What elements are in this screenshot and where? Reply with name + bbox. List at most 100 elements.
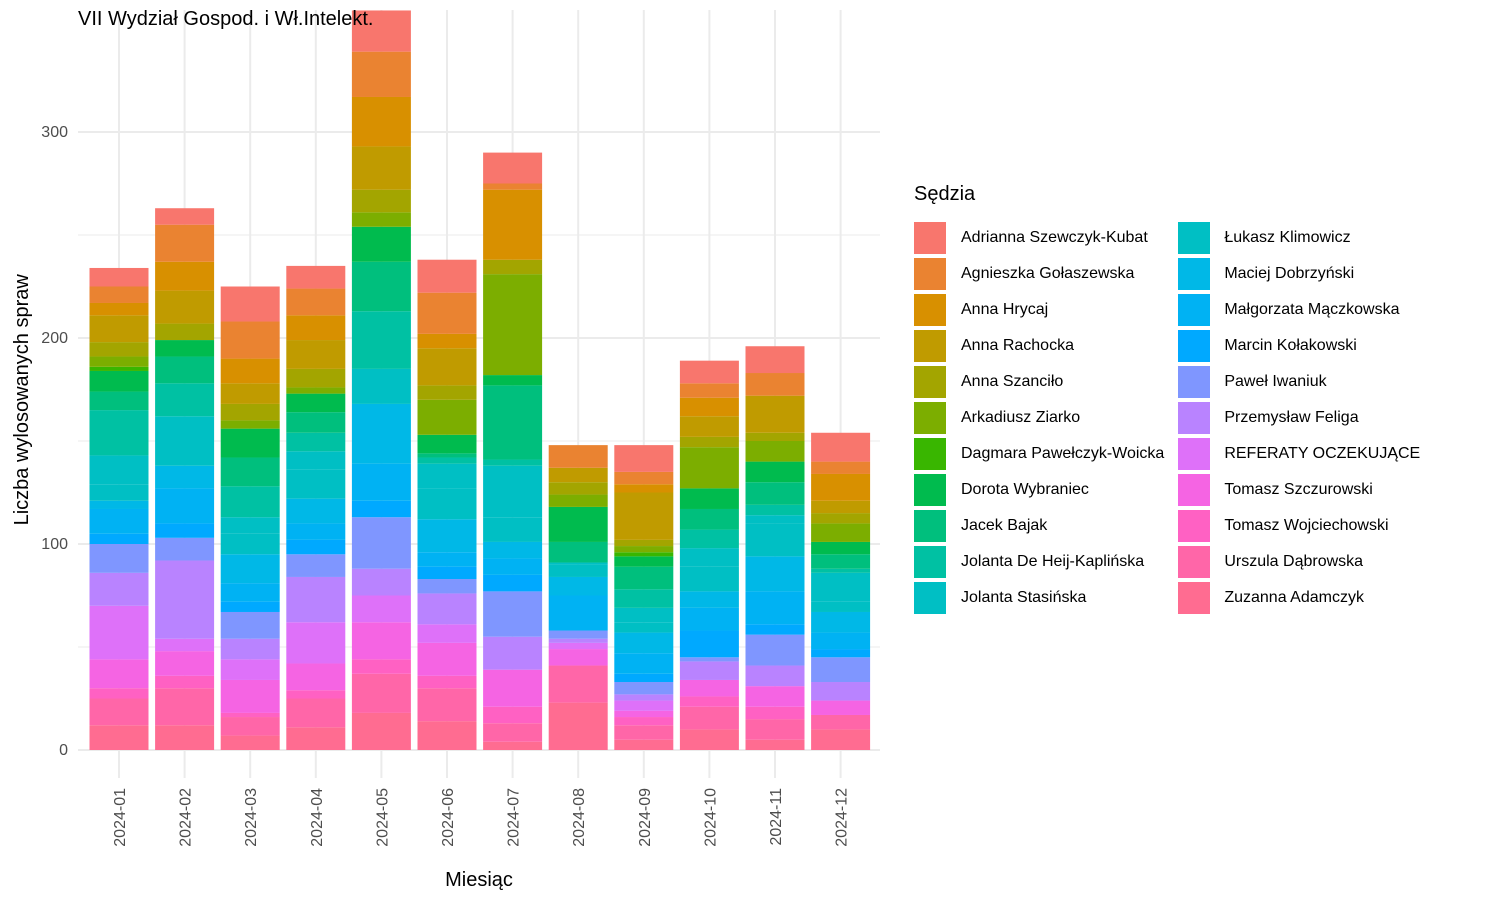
x-tick-label: 2024-02 bbox=[178, 788, 195, 847]
bar-segment bbox=[351, 595, 411, 623]
bar-segment bbox=[286, 432, 346, 452]
bar-segment bbox=[155, 356, 215, 384]
bar-segment bbox=[614, 471, 674, 485]
bar-segment bbox=[89, 572, 149, 606]
bar-segment bbox=[155, 290, 215, 324]
x-tick-label: 2024-08 bbox=[571, 788, 588, 847]
bar-segment bbox=[89, 544, 149, 573]
legend-key bbox=[1178, 582, 1211, 614]
bar-segment bbox=[614, 694, 674, 701]
bar-segment bbox=[548, 467, 608, 483]
bar-segment bbox=[811, 500, 871, 514]
legend-label: Małgorzata Mączkowska bbox=[1224, 301, 1400, 318]
bar-segment bbox=[548, 494, 608, 507]
bar-segment bbox=[286, 498, 346, 524]
bar-segment bbox=[220, 533, 280, 555]
bar-segment bbox=[220, 286, 280, 322]
legend-label: Tomasz Wojciechowski bbox=[1224, 517, 1389, 534]
bar-segment bbox=[417, 579, 477, 594]
legend-item: Anna Rachocka bbox=[914, 328, 1164, 364]
bar-segment bbox=[811, 572, 871, 602]
legend-label: Anna Rachocka bbox=[961, 337, 1074, 354]
x-tick-label: 2024-07 bbox=[506, 788, 523, 847]
bar-segment bbox=[483, 636, 543, 670]
chart-title: VII Wydział Gospod. i Wł.Intelekt. bbox=[78, 8, 374, 30]
bar-segment bbox=[286, 451, 346, 470]
bar-segment bbox=[155, 488, 215, 524]
bar-segment bbox=[483, 183, 543, 190]
x-tick-label: 2024-09 bbox=[637, 788, 654, 847]
bar-segment bbox=[745, 504, 805, 516]
bar-segment bbox=[220, 383, 280, 404]
bar-segment bbox=[351, 368, 411, 404]
legend-key bbox=[914, 438, 946, 470]
bar-segment bbox=[679, 416, 739, 437]
bar-segment bbox=[548, 562, 608, 565]
bar-segment bbox=[220, 638, 280, 660]
bar-segment bbox=[89, 605, 149, 660]
legend-label: Jacek Bajak bbox=[961, 517, 1048, 534]
bar-segment bbox=[417, 457, 477, 464]
bar-segment bbox=[548, 642, 608, 650]
bar-segment bbox=[417, 675, 477, 689]
bar-segment bbox=[351, 622, 411, 660]
bar-segment bbox=[417, 399, 477, 435]
bar-segment bbox=[89, 698, 149, 726]
x-tick-label: 2024-12 bbox=[834, 788, 851, 847]
legend-label: Jolanta Stasińska bbox=[961, 589, 1087, 606]
bar-segment bbox=[286, 523, 346, 540]
bar-segment bbox=[745, 461, 805, 483]
bar-segment bbox=[679, 488, 739, 509]
y-axis-title: Liczba wylosowanych spraw bbox=[11, 274, 33, 526]
bar-segment bbox=[811, 568, 871, 573]
bar-segment bbox=[679, 661, 739, 680]
bar-segment bbox=[286, 663, 346, 691]
bar-segment bbox=[351, 311, 411, 369]
x-tick-label: 2024-04 bbox=[309, 788, 326, 847]
legend-key bbox=[1178, 474, 1211, 506]
legend-label: Anna Szanciło bbox=[961, 373, 1064, 390]
bar-segment bbox=[89, 391, 149, 411]
bar-segment bbox=[220, 611, 280, 639]
legend-title: Sędzia bbox=[914, 183, 976, 205]
bar-segment bbox=[417, 292, 477, 334]
bar-segment bbox=[351, 189, 411, 213]
legend-item: Jolanta Stasińska bbox=[914, 580, 1164, 616]
bar-segment bbox=[220, 321, 280, 359]
bar-segment bbox=[417, 642, 477, 676]
legend-label: Agnieszka Gołaszewska bbox=[961, 265, 1135, 282]
bar-segment bbox=[811, 729, 871, 750]
legend-label: Dagmara Pawełczyk-Woicka bbox=[961, 445, 1165, 462]
bar-segment bbox=[548, 445, 608, 468]
bar-segment bbox=[483, 465, 543, 518]
legend-item: Zuzanna Adamczyk bbox=[1178, 580, 1420, 616]
bar-segment bbox=[220, 679, 280, 713]
legend-item: Paweł Iwaniuk bbox=[1178, 364, 1420, 400]
bar-segment bbox=[351, 568, 411, 596]
bar-segment bbox=[679, 397, 739, 417]
bar-segment bbox=[679, 436, 739, 448]
bar-segment bbox=[811, 541, 871, 555]
legend-key bbox=[914, 222, 946, 254]
legend-key bbox=[914, 474, 946, 506]
legend-label: REFERATY OCZEKUJĄCE bbox=[1224, 445, 1421, 462]
bar-segment bbox=[351, 659, 411, 674]
bar-segment bbox=[89, 342, 149, 357]
bar-segment bbox=[745, 686, 805, 707]
bar-segment bbox=[679, 679, 739, 697]
bar-segment bbox=[286, 622, 346, 664]
x-tick-label: 2024-05 bbox=[374, 788, 391, 847]
bar-segment bbox=[155, 537, 215, 561]
bar-segment bbox=[811, 682, 871, 701]
y-tick-label: 200 bbox=[41, 330, 68, 347]
bar-segment bbox=[351, 517, 411, 569]
bar-segment bbox=[351, 261, 411, 312]
bar-segment bbox=[679, 383, 739, 398]
bar-segment bbox=[679, 729, 739, 750]
legend-key bbox=[914, 546, 946, 578]
bar-segment bbox=[155, 224, 215, 262]
bar-segment bbox=[483, 669, 543, 707]
legend-label: Zuzanna Adamczyk bbox=[1224, 589, 1364, 606]
bar-segment bbox=[745, 739, 805, 750]
